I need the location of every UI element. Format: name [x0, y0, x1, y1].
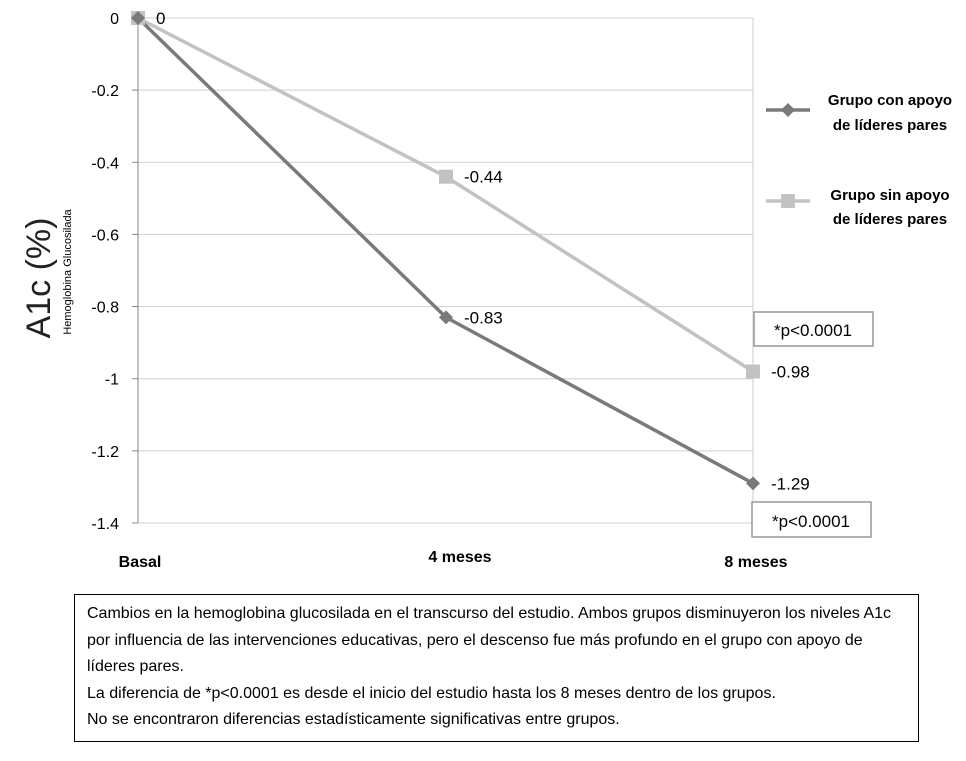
y-axis-ticks: 0 -0.2 -0.4 -0.6 -0.8 -1 -1.2 -1.4 — [91, 11, 138, 533]
data-point-square — [746, 364, 760, 379]
gridlines — [138, 17, 753, 524]
data-point-diamond — [746, 476, 760, 491]
legend-label-2-line2: de líderes pares — [833, 211, 947, 228]
legend-entry-2: Grupo sin apoyo de líderes pares — [766, 187, 950, 228]
y-tick-label: -0.4 — [91, 155, 119, 172]
legend-entry-1: Grupo con apoyo de líderes pares — [766, 92, 952, 134]
y-tick-label: -0.2 — [91, 83, 119, 100]
legend-square-marker — [781, 194, 795, 208]
figure-caption: Cambios en la hemoglobina glucosilada en… — [74, 594, 919, 742]
data-label: -0.44 — [464, 168, 503, 187]
legend-label-1-line2: de líderes pares — [833, 117, 947, 134]
caption-paragraph-3: No se encontraron diferencias estadístic… — [87, 711, 620, 728]
series-group: 0 -0.44 -0.98 -0.83 -1.29 — [131, 9, 810, 493]
legend-diamond-marker — [781, 103, 795, 117]
x-category-label: Basal — [119, 554, 162, 571]
y-axis-title: A1c (%) — [20, 218, 58, 339]
annotation-box-upper: *p<0.0001 — [753, 311, 874, 347]
line-chart: 0 -0.2 -0.4 -0.6 -0.8 -1 -1.2 -1.4 Basal 4 meses… — [20, 9, 952, 571]
y-tick-label: -1 — [105, 372, 119, 389]
legend-label-1-line1: Grupo con apoyo — [828, 92, 952, 109]
annotation-box-lower: *p<0.0001 — [751, 501, 872, 538]
annotation-border-lower — [751, 501, 872, 538]
annotation-text-lower: *p<0.0001 — [772, 512, 850, 531]
y-tick-label: -0.6 — [91, 227, 119, 244]
y-axis-subtitle: Hemoglobina Glucosilada — [62, 208, 74, 334]
caption-paragraph-2: La diferencia de *p<0.0001 es desde el i… — [87, 684, 776, 702]
data-label: -0.83 — [464, 308, 503, 327]
data-point-square — [439, 169, 453, 184]
y-tick-label: -1.2 — [91, 444, 119, 461]
y-tick-label: -1.4 — [91, 516, 119, 533]
data-point-diamond — [439, 310, 453, 325]
x-category-label: 4 meses — [428, 549, 491, 566]
y-tick-label: -0.8 — [91, 300, 119, 317]
legend-label-2-line1: Grupo sin apoyo — [830, 187, 949, 204]
data-label: -0.98 — [771, 363, 810, 382]
series-line-1 — [136, 16, 754, 485]
data-label: 0 — [156, 9, 165, 28]
caption-paragraph-1: Cambios en la hemoglobina glucosilada en… — [87, 605, 892, 675]
data-label: -1.29 — [771, 474, 810, 493]
data-point-diamond — [131, 11, 145, 25]
y-tick-label: 0 — [110, 11, 119, 28]
annotation-text-upper: *p<0.0001 — [774, 321, 852, 340]
x-category-label: 8 meses — [724, 554, 787, 571]
legend: Grupo con apoyo de líderes pares Grupo s… — [766, 92, 952, 228]
annotation-border-upper — [753, 311, 874, 347]
x-axis-categories: Basal 4 meses 8 meses — [119, 549, 788, 571]
